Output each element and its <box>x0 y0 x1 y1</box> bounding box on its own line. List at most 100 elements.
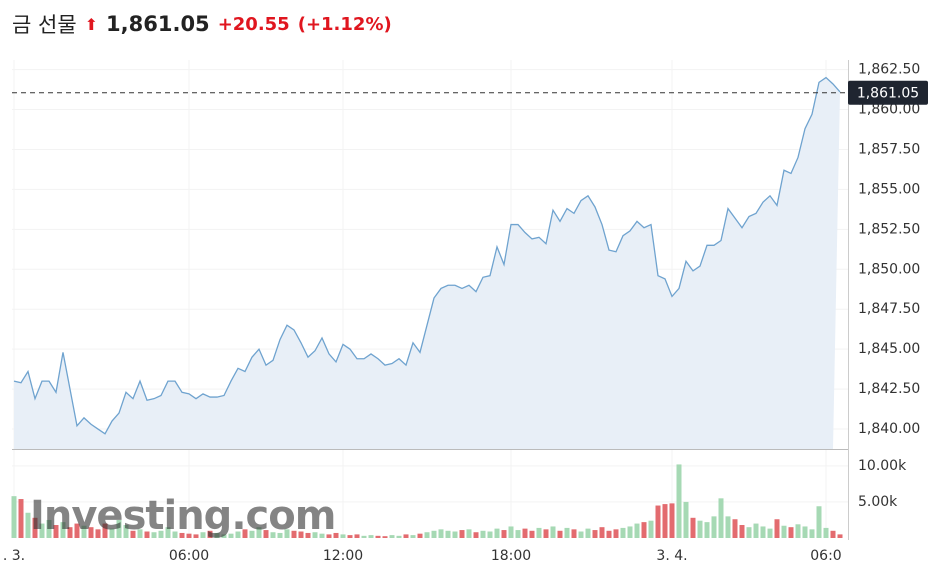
last-price-tag <box>848 80 928 105</box>
volume-bar <box>333 532 339 538</box>
volume-bar <box>95 529 101 538</box>
volume-bar <box>46 519 52 538</box>
volume-bar <box>319 533 325 538</box>
volume-bar <box>32 517 38 538</box>
volume-bar <box>816 506 822 538</box>
volume-bar <box>389 535 395 538</box>
volume-bar <box>116 519 122 538</box>
volume-bar <box>795 524 801 538</box>
volume-bar <box>655 505 661 538</box>
volume-bar <box>473 532 479 538</box>
volume-bar <box>312 532 318 538</box>
volume-bar <box>452 531 458 538</box>
volume-bar <box>746 527 752 538</box>
volume-bar <box>249 530 255 538</box>
last-price: 1,861.05 <box>106 12 210 36</box>
y-tick-label: 1,855.00 <box>858 181 920 197</box>
volume-bar <box>18 499 24 538</box>
x-tick-label: 12:00 <box>323 548 363 564</box>
volume-bar <box>53 525 59 538</box>
volume-bar <box>704 522 710 538</box>
volume-bar <box>599 527 605 538</box>
volume-bar <box>557 530 563 538</box>
volume-bar <box>739 525 745 538</box>
volume-bar <box>585 528 591 538</box>
volume-bar <box>375 535 381 538</box>
volume-bar <box>753 523 759 538</box>
y-tick-label: 1,850.00 <box>858 261 920 277</box>
volume-bar <box>284 529 290 538</box>
volume-bar <box>487 531 493 538</box>
volume-bar <box>214 532 220 538</box>
volume-bar <box>445 530 451 538</box>
volume-bar <box>725 516 731 538</box>
volume-bar <box>242 529 248 538</box>
volume-bar <box>326 534 332 538</box>
volume-bar <box>627 526 633 538</box>
price-line <box>13 76 841 435</box>
volume-bar <box>550 526 556 538</box>
volume-bar <box>438 529 444 538</box>
volume-bar <box>158 530 164 538</box>
volume-bar <box>102 523 108 538</box>
volume-bar <box>564 527 570 538</box>
volume-bar <box>354 534 360 538</box>
header: 금 선물 ⬆ 1,861.05 +20.55 (+1.12%) <box>12 8 392 40</box>
volume-bar <box>634 523 640 538</box>
volume-bar <box>130 530 136 538</box>
volume-bar <box>340 534 346 538</box>
y-tick-label: 1,847.50 <box>858 301 920 317</box>
volume-bar <box>11 496 17 538</box>
volume-bar <box>144 531 150 538</box>
last-price-tag-label: 1,861.05 <box>857 86 919 102</box>
title: 금 선물 <box>12 13 77 37</box>
volume-bar <box>417 533 423 538</box>
volume-bar <box>823 527 829 538</box>
volume-bar <box>382 536 388 538</box>
volume-bar <box>683 501 689 538</box>
price-area <box>14 77 840 449</box>
volume-bar <box>690 517 696 538</box>
y-tick-label: 1,842.50 <box>858 381 920 397</box>
y-tick-label: 1,840.00 <box>858 421 920 437</box>
volume-bar <box>277 532 283 538</box>
volume-bar <box>67 527 73 538</box>
volume-bar <box>235 531 241 538</box>
volume-bar <box>256 527 262 538</box>
volume-bar <box>508 526 514 538</box>
volume-bar <box>802 526 808 538</box>
change-percent: (+1.12%) <box>297 13 392 35</box>
volume-bar <box>529 530 535 538</box>
change: +20.55 <box>217 13 290 35</box>
volume-bar <box>221 534 227 538</box>
y2-tick-label: 10.00k <box>858 458 907 474</box>
volume-bar <box>641 522 647 538</box>
volume-bar <box>207 530 213 538</box>
volume-bar <box>263 530 269 538</box>
volume-bar <box>410 535 416 538</box>
volume-bar <box>172 531 178 538</box>
volume-bar <box>711 516 717 538</box>
up-arrow: ⬆ <box>84 14 99 34</box>
x-tick-label: 06:00 <box>169 548 209 564</box>
volume-bar <box>459 530 465 538</box>
volume-bar <box>466 529 472 538</box>
x-tick-label: 18:00 <box>491 548 531 564</box>
volume-bar <box>662 504 668 538</box>
volume-bar <box>606 530 612 538</box>
volume-bar <box>732 519 738 538</box>
volume-bar <box>186 533 192 538</box>
volume-bar <box>697 520 703 538</box>
volume-bar <box>536 527 542 538</box>
volume-bar <box>830 530 836 538</box>
volume-bar <box>361 535 367 538</box>
volume-bar <box>515 530 521 538</box>
x-tick-label: . 3. <box>3 548 25 564</box>
volume-bar <box>228 533 234 538</box>
volume-bar <box>88 527 94 538</box>
volume-bar <box>669 503 675 538</box>
x-tick-label: 3. 4. <box>656 548 687 564</box>
volume-bar <box>431 530 437 538</box>
